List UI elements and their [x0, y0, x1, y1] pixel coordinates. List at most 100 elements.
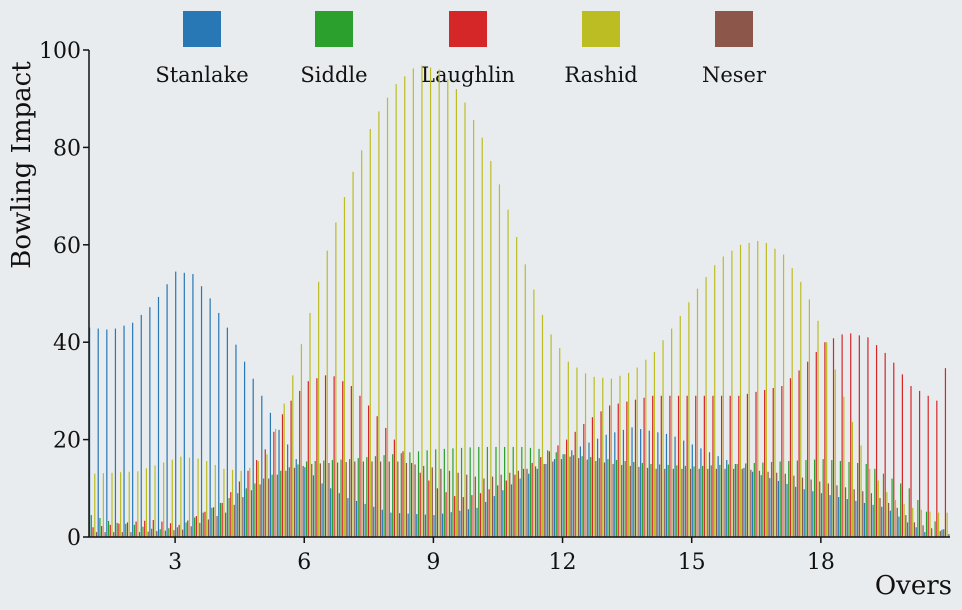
bar-laughlin	[815, 351, 817, 537]
bar-stanlake	[269, 412, 272, 537]
bar-stanlake	[906, 522, 909, 537]
bar-laughlin	[789, 378, 792, 537]
bar-rashid	[266, 454, 268, 537]
bar-stanlake	[450, 512, 452, 537]
bar-siddle	[633, 462, 635, 537]
bar-laughlin	[884, 352, 886, 537]
bar-stanlake	[183, 272, 185, 537]
bar-stanlake	[364, 503, 366, 537]
bar-neser	[741, 468, 743, 537]
bar-stanlake	[218, 312, 220, 537]
bar-neser	[164, 530, 166, 537]
bar-neser	[543, 463, 545, 537]
bar-siddle	[650, 463, 652, 537]
bar-rashid	[309, 312, 311, 537]
bar-rashid	[111, 472, 113, 537]
bar-siddle	[219, 502, 222, 537]
bar-rashid	[817, 320, 819, 537]
bar-stanlake	[640, 429, 642, 537]
bar-siddle	[245, 488, 247, 537]
bar-siddle	[943, 529, 945, 537]
bar-laughlin	[643, 397, 645, 537]
bar-rashid	[180, 456, 182, 537]
bar-rashid	[240, 470, 242, 537]
bar-laughlin	[419, 472, 421, 537]
bar-neser	[724, 468, 726, 537]
legend-swatch	[315, 11, 353, 47]
bar-rashid	[137, 471, 139, 537]
x-tick-label: 3	[168, 550, 182, 575]
bar-rashid	[206, 461, 208, 537]
bar-rashid	[326, 250, 328, 537]
bar-stanlake	[175, 271, 177, 537]
bar-stanlake	[889, 510, 891, 537]
bar-neser	[199, 522, 201, 537]
bar-siddle	[762, 462, 764, 537]
bar-stanlake	[941, 529, 943, 537]
bar-siddle	[719, 464, 721, 537]
bar-stanlake	[708, 452, 711, 537]
bar-neser	[233, 504, 235, 537]
bar-rashid	[533, 289, 535, 537]
bar-neser	[328, 462, 330, 537]
bar-rashid	[937, 512, 940, 537]
bar-siddle	[99, 518, 101, 537]
bar-neser	[380, 461, 382, 537]
bar-siddle	[392, 454, 394, 537]
legend-label: Siddle	[300, 63, 367, 87]
bar-laughlin	[109, 524, 111, 537]
bar-siddle	[107, 520, 110, 537]
bar-siddle	[349, 459, 351, 537]
bar-laughlin	[738, 395, 740, 537]
bar-neser	[371, 461, 373, 537]
bar-siddle	[882, 473, 885, 537]
bar-siddle	[925, 511, 928, 537]
bar-stanlake	[157, 296, 160, 537]
bar-stanlake	[631, 427, 633, 537]
bar-neser	[672, 468, 674, 537]
bar-rashid	[163, 462, 165, 537]
bar-rashid	[283, 403, 285, 537]
bar-neser	[207, 519, 210, 537]
bar-neser	[810, 479, 812, 537]
bar-rashid	[154, 465, 156, 537]
bar-rashid	[800, 281, 802, 537]
bar-rashid	[421, 65, 423, 537]
bar-siddle	[168, 528, 170, 537]
y-tick-label: 100	[39, 39, 81, 64]
bar-siddle	[504, 446, 506, 537]
bar-stanlake	[760, 475, 762, 537]
y-tick-label: 20	[53, 429, 81, 454]
bar-rashid	[361, 150, 363, 537]
bar-rashid	[429, 67, 432, 537]
bar-neser	[913, 522, 916, 537]
bar-rashid	[223, 468, 225, 537]
x-tick-label: 18	[807, 550, 835, 575]
bar-siddle	[280, 470, 282, 537]
bar-laughlin	[944, 368, 947, 537]
bar-laughlin	[712, 395, 714, 537]
bar-laughlin	[669, 395, 671, 537]
bar-rashid	[869, 468, 871, 537]
bar-rashid	[946, 512, 948, 537]
bar-stanlake	[467, 509, 470, 537]
bar-stanlake	[140, 314, 142, 537]
bar-rashid	[343, 197, 346, 537]
bar-stanlake	[536, 468, 538, 537]
bar-neser	[698, 468, 700, 537]
bar-neser	[939, 531, 941, 537]
bar-rashid	[541, 314, 544, 537]
bar-stanlake	[132, 322, 134, 537]
bar-stanlake	[226, 327, 228, 537]
bar-rashid	[731, 250, 733, 537]
bar-laughlin	[161, 521, 163, 537]
bar-rashid	[636, 367, 638, 537]
bar-siddle	[159, 529, 161, 537]
bar-siddle	[366, 457, 368, 537]
bar-rashid	[894, 499, 897, 537]
bar-stanlake	[476, 507, 478, 537]
bar-neser	[586, 459, 588, 537]
bar-neser	[250, 490, 253, 537]
bar-stanlake	[855, 500, 857, 537]
